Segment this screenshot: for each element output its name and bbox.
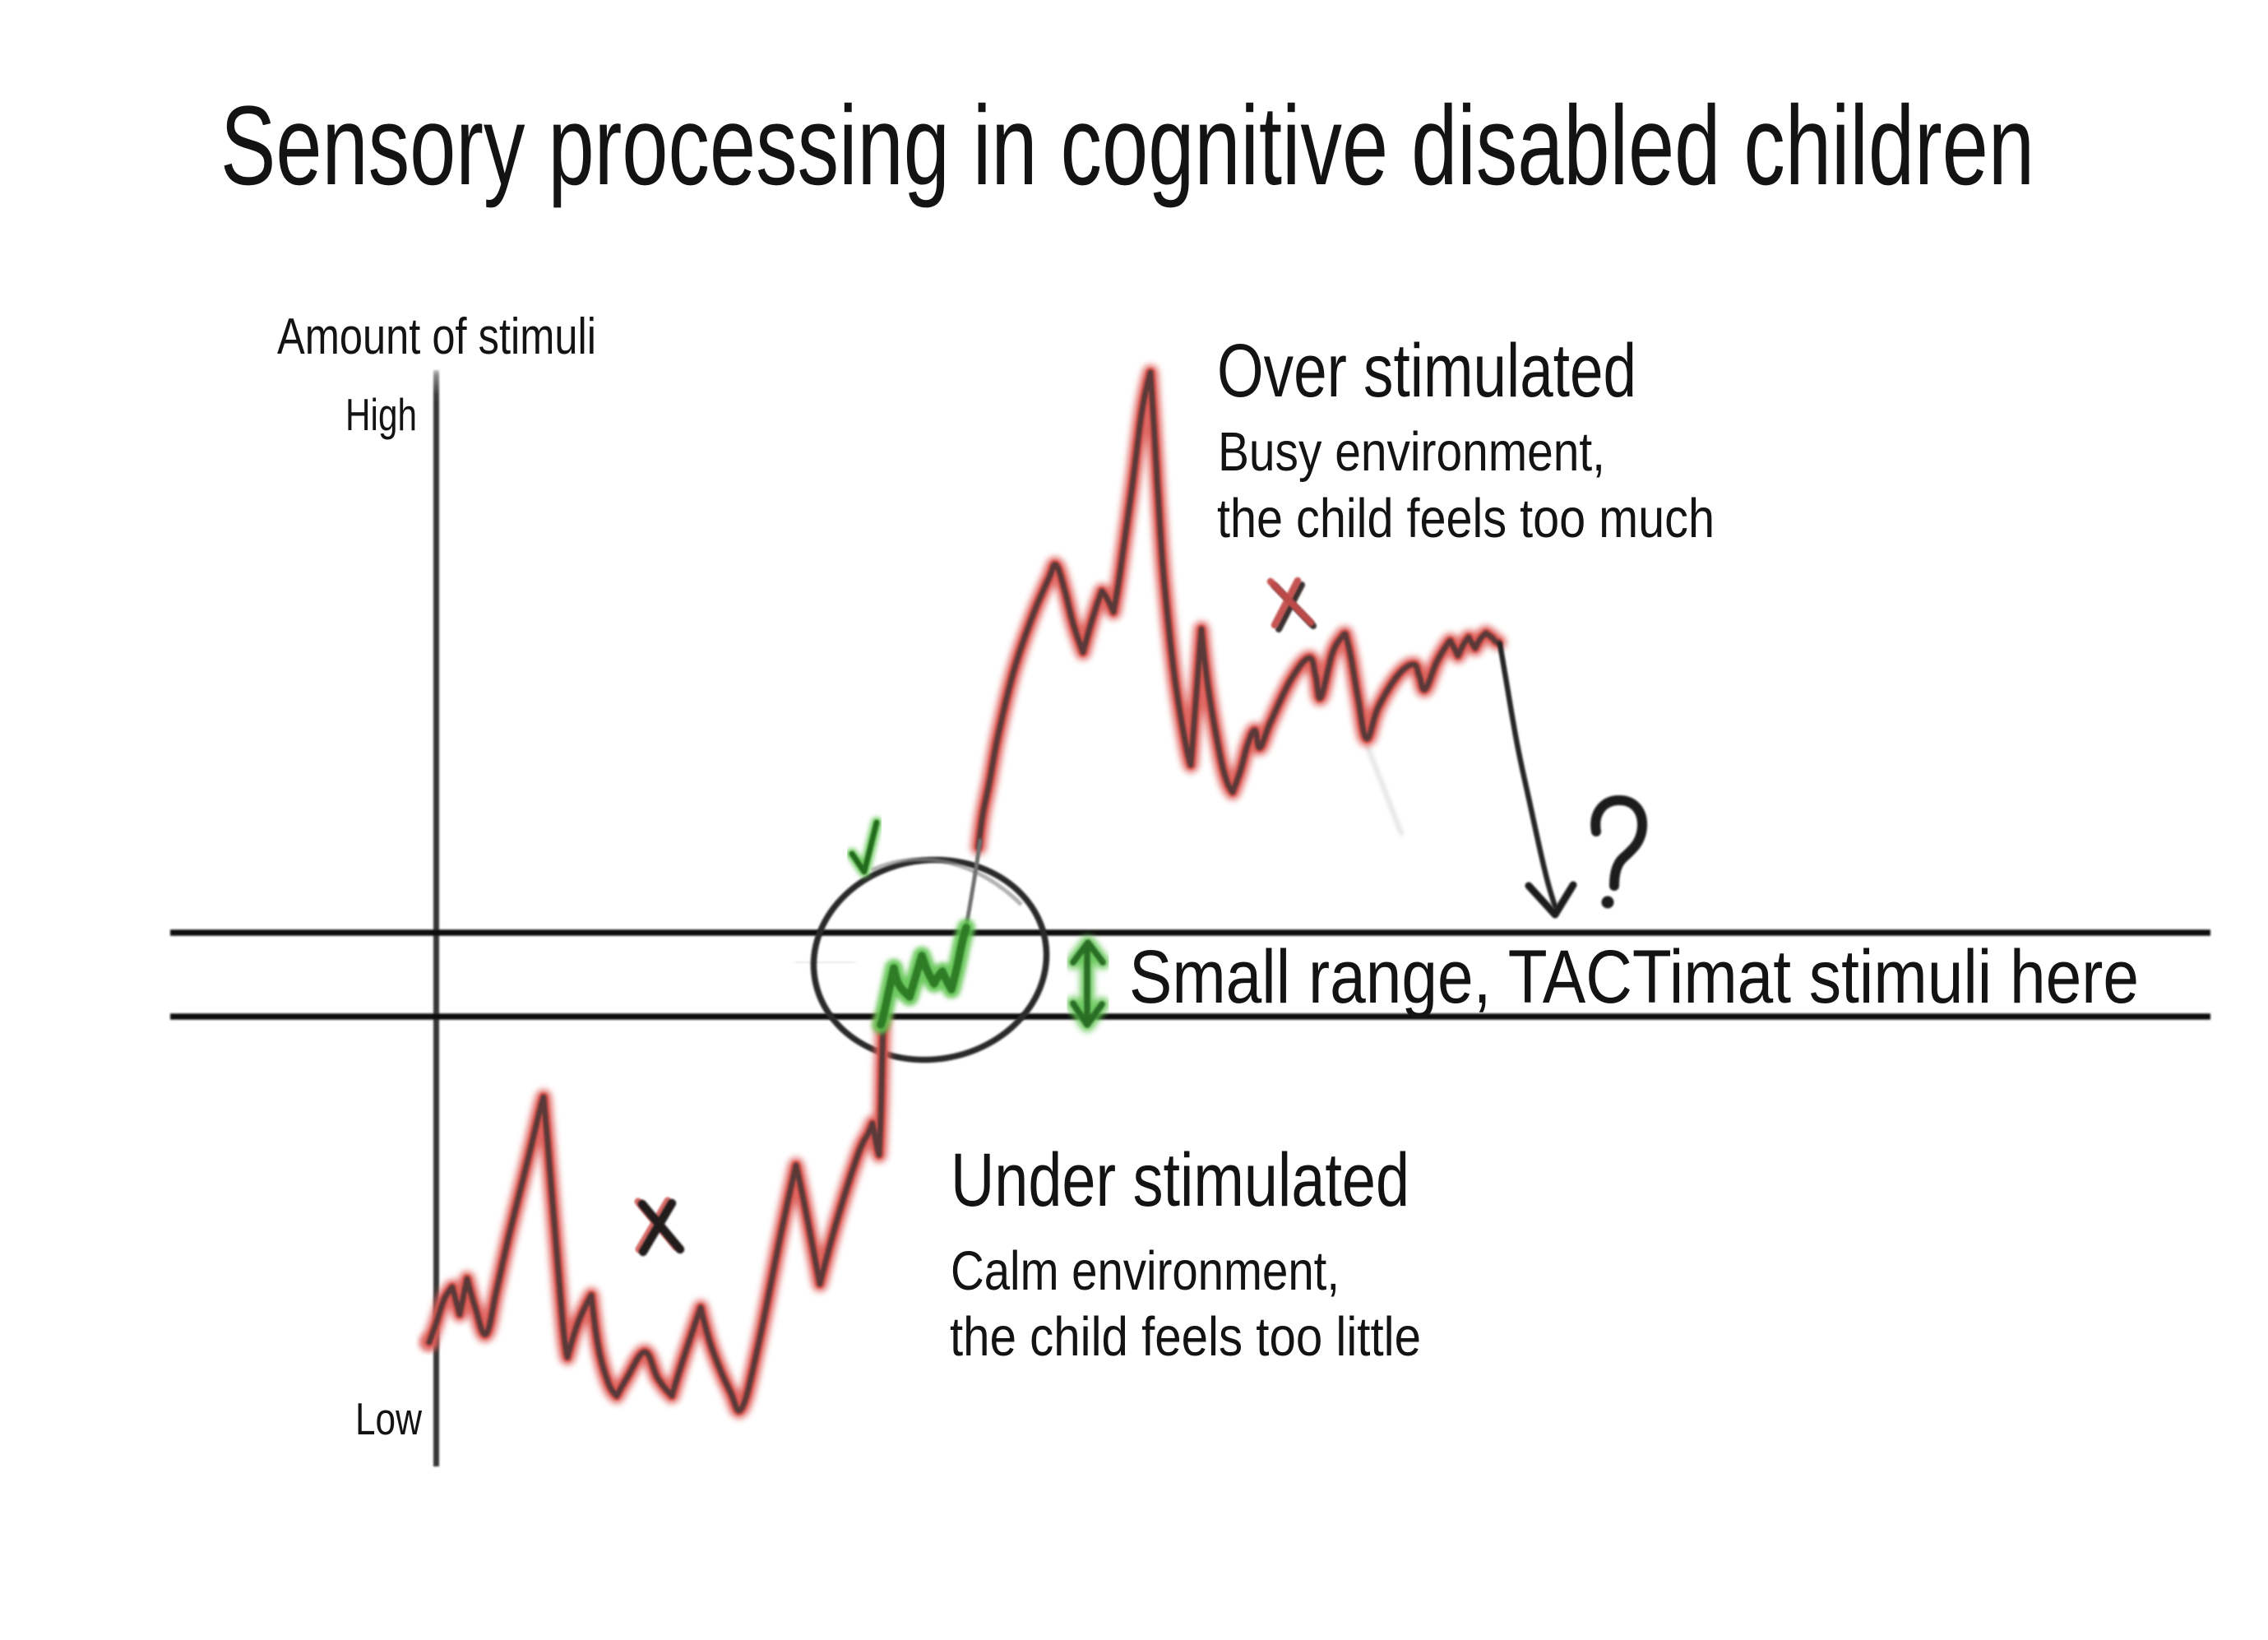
svg-text:Sensory processing in cognitiv: Sensory processing in cognitive disabled… xyxy=(220,83,2034,209)
svg-text:Amount of stimuli: Amount of stimuli xyxy=(277,308,596,365)
svg-text:Over stimulated: Over stimulated xyxy=(1217,329,1636,413)
svg-text:the child feels too little: the child feels too little xyxy=(950,1306,1421,1368)
svg-text:Busy environment,: Busy environment, xyxy=(1218,421,1605,483)
svg-text:Small range, TACTimat stimuli: Small range, TACTimat stimuli here xyxy=(1129,935,2139,1019)
svg-text:the child feels too much: the child feels too much xyxy=(1217,488,1715,549)
svg-text:Calm environment,: Calm environment, xyxy=(951,1240,1340,1302)
svg-text:Under stimulated: Under stimulated xyxy=(951,1138,1409,1222)
svg-text:High: High xyxy=(345,389,417,440)
svg-text:Low: Low xyxy=(355,1393,422,1444)
